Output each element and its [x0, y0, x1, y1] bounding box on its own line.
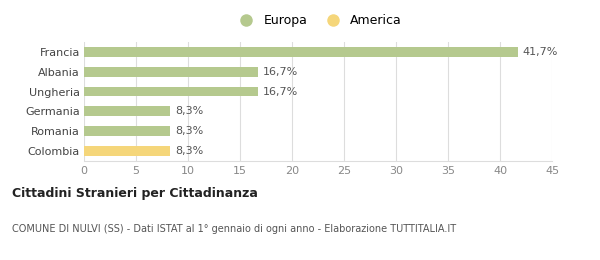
Text: 16,7%: 16,7% — [263, 87, 298, 96]
Text: 8,3%: 8,3% — [176, 106, 204, 116]
Bar — [84, 67, 257, 77]
Text: 8,3%: 8,3% — [176, 126, 204, 136]
Text: 41,7%: 41,7% — [523, 47, 558, 57]
Legend: Europa, America: Europa, America — [234, 14, 402, 27]
Text: 8,3%: 8,3% — [176, 146, 204, 156]
Bar — [84, 126, 170, 136]
Text: 16,7%: 16,7% — [263, 67, 298, 77]
Bar — [84, 146, 170, 156]
Text: COMUNE DI NULVI (SS) - Dati ISTAT al 1° gennaio di ogni anno - Elaborazione TUTT: COMUNE DI NULVI (SS) - Dati ISTAT al 1° … — [12, 224, 456, 233]
Bar — [84, 106, 170, 116]
Text: Cittadini Stranieri per Cittadinanza: Cittadini Stranieri per Cittadinanza — [12, 187, 258, 200]
Bar — [84, 47, 518, 57]
Bar — [84, 87, 257, 96]
